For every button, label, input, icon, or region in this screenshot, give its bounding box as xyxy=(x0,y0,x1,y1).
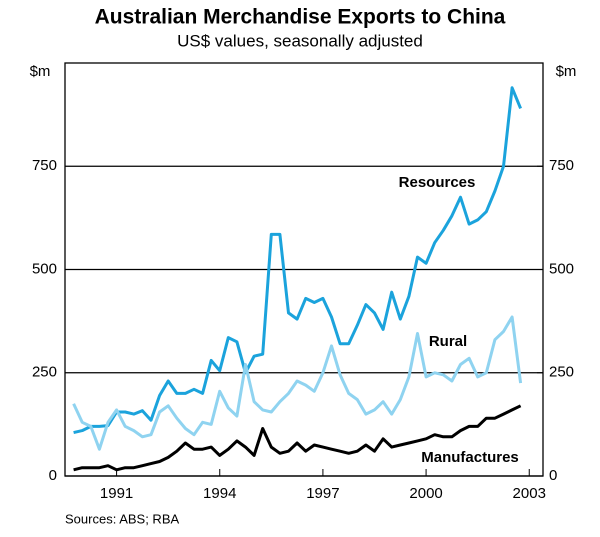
series-line xyxy=(73,404,522,472)
source-note: Sources: ABS; RBA xyxy=(65,511,179,526)
y-tick-label: 250 xyxy=(32,364,57,381)
y-axis-label: $m xyxy=(30,63,51,80)
series-label: Manufactures xyxy=(421,449,519,466)
series-line xyxy=(73,86,522,435)
x-tick-label: 2000 xyxy=(409,485,442,502)
y2-tick-label: 750 xyxy=(549,157,574,174)
x-tick-label: 1994 xyxy=(203,485,236,502)
y-tick-label: 500 xyxy=(32,260,57,277)
y2-tick-label: 500 xyxy=(549,260,574,277)
y2-tick-label: 0 xyxy=(549,467,557,484)
x-tick-label: 1991 xyxy=(100,485,133,502)
y2-tick-label: 250 xyxy=(549,364,574,381)
y-tick-label: 0 xyxy=(49,467,57,484)
chart-subtitle: US$ values, seasonally adjusted xyxy=(177,31,423,50)
plot-frame xyxy=(64,62,544,477)
series-label: Rural xyxy=(429,333,467,350)
series-line xyxy=(72,315,523,451)
x-tick-label: 1997 xyxy=(306,485,339,502)
y2-axis-label: $m xyxy=(556,63,577,80)
x-tick-label: 2003 xyxy=(513,485,546,502)
series-label: Resources xyxy=(399,174,476,191)
y-tick-label: 750 xyxy=(32,157,57,174)
chart-title: Australian Merchandise Exports to China xyxy=(95,6,506,29)
